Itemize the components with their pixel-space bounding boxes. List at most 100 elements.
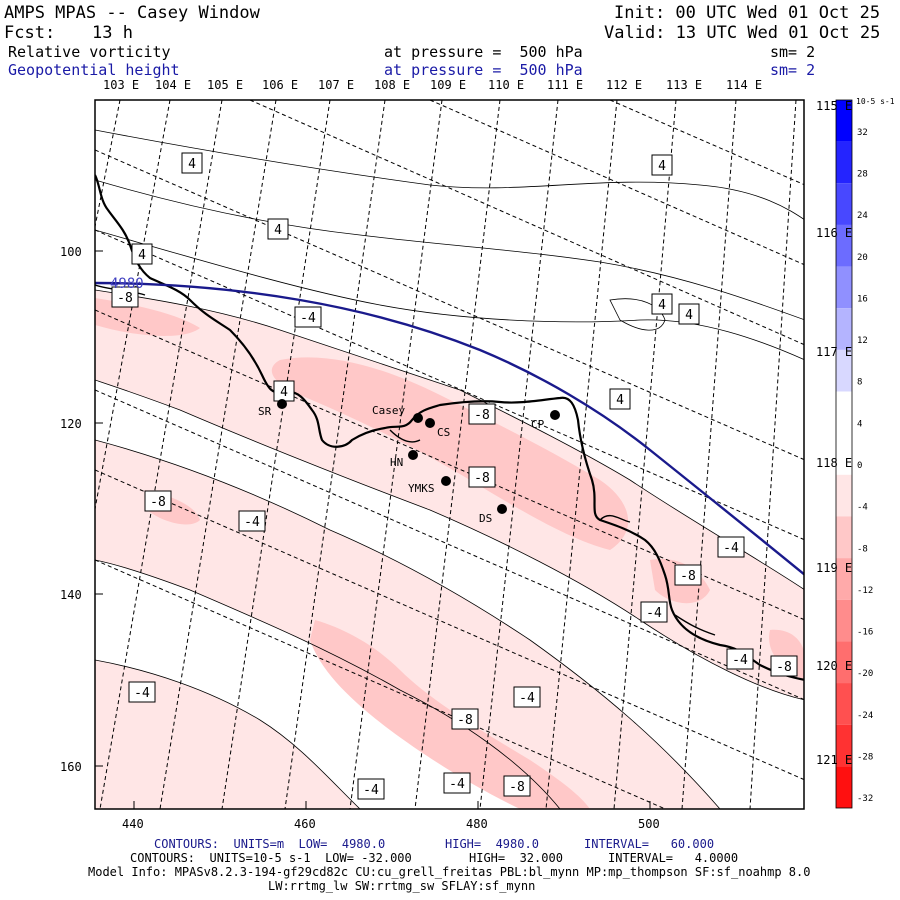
station-label: DS (479, 512, 492, 525)
contour-label-box (181, 152, 203, 174)
colorbar-label: -28 (857, 753, 873, 763)
lon-label: 108 E (374, 78, 410, 92)
station-dot-cp (550, 410, 560, 420)
colorbar-label: -8 (857, 544, 868, 554)
contour-label: 4 (188, 157, 196, 172)
contour-label: -8 (509, 780, 525, 795)
contour-label-box (451, 708, 479, 730)
station-dot-cs (425, 418, 435, 428)
contour-label-box (144, 490, 172, 512)
contour-label-box (503, 775, 531, 797)
colorbar: 32 28 24 20 16 12 8 4 0 -4 -8 -12 -16 -20 -24 -28 -32 (835, 99, 873, 809)
lon-label: 103 E (103, 78, 139, 92)
contour-label: -4 (300, 311, 316, 326)
lon-label: 114 E (726, 78, 762, 92)
contour-label: 4 (658, 159, 666, 174)
colorbar-swatch (836, 224, 852, 267)
colorbar-swatch (836, 183, 852, 225)
lon-label: 120 E (816, 659, 852, 673)
station-label: CS (437, 426, 450, 439)
colorbar-label: 4 (857, 419, 862, 429)
colorbar-label: -32 (857, 794, 873, 804)
lon-label: 116 E (816, 226, 852, 240)
colorbar-swatch (836, 100, 852, 142)
colorbar-swatch (836, 724, 852, 767)
forecast-label: Fcst: (4, 23, 56, 43)
contour-label: -4 (519, 691, 535, 706)
station-dot-ds (497, 504, 507, 514)
footer-height-contours: CONTOURS: UNITS=m LOW= 4980.0 (154, 837, 386, 851)
coastline (95, 174, 804, 681)
colorbar-swatch (836, 349, 852, 392)
contour-label: -8 (150, 495, 166, 510)
contour-label: -8 (117, 291, 133, 306)
field2-level: at pressure = 500 hPa (384, 61, 583, 79)
footer-vort-high: HIGH= 32.000 (469, 851, 563, 865)
lon-label: 117 E (816, 345, 852, 359)
lon-label: 109 E (430, 78, 466, 92)
contour-label-box (468, 403, 496, 425)
footer-model-info-2: LW:rrtmg_lw SW:rrtmg_sw SFLAY:sf_mynn (268, 879, 536, 893)
contour-label: -8 (457, 713, 473, 728)
contour-label-box (238, 510, 266, 532)
contour-label-box (357, 778, 385, 800)
colorbar-frame (835, 99, 853, 809)
x-tick-label: 480 (466, 817, 488, 831)
lon-label: 121 E (816, 753, 852, 767)
contour-label: 4 (280, 385, 288, 400)
contour-label: -4 (244, 515, 260, 530)
field2-name: Geopotential height (8, 61, 180, 79)
x-tick-label: 440 (122, 817, 144, 831)
colorbar-label: 28 (857, 169, 868, 179)
contour-label: 4 (616, 393, 624, 408)
plot-frame (94, 99, 805, 810)
contour-label-box (128, 681, 156, 703)
colorbar-swatch (836, 266, 852, 309)
lon-label: 112 E (606, 78, 642, 92)
y-tick-label: 100 (60, 245, 82, 259)
contour-label: -8 (680, 569, 696, 584)
lon-label: 105 E (207, 78, 243, 92)
contour-label: -8 (776, 660, 792, 675)
contour-label-box (443, 772, 471, 794)
y-tick-label: 140 (60, 588, 82, 602)
contour-label-box (267, 218, 289, 240)
colorbar-label: -24 (857, 711, 873, 721)
contour-label: -8 (474, 471, 490, 486)
x-tick-label: 500 (638, 817, 660, 831)
station-dot-sr (277, 399, 287, 409)
contour-label-box (513, 686, 541, 708)
station-label: YMKS (408, 482, 435, 495)
contour-label-box (651, 154, 673, 176)
colorbar-label: -20 (857, 669, 873, 679)
colorbar-swatch (836, 558, 852, 600)
contour-label-box (726, 648, 754, 670)
colorbar-label: 8 (857, 378, 862, 388)
longitude-labels-top: 103 E 104 E 105 E 106 E 107 E 108 E 109 … (103, 78, 762, 92)
footer-height-interval: INTERVAL= 60.000 (584, 837, 715, 851)
contour-label: -4 (134, 686, 150, 701)
colorbar-label: 12 (857, 336, 868, 346)
x-tick-label: 460 (294, 817, 316, 831)
colorbar-label: 16 (857, 294, 868, 304)
contour-label-box (131, 243, 153, 265)
lon-label: 119 E (816, 561, 852, 575)
longitude-labels-right: 115 E 116 E 117 E 118 E 119 E 120 E 121 … (816, 99, 852, 767)
forecast-value: 13 h (92, 23, 133, 43)
footer-height-high: HIGH= 4980.0 (445, 837, 539, 851)
colorbar-label: -16 (857, 628, 873, 638)
contour-label: -8 (474, 408, 490, 423)
colorbar-label: -12 (857, 586, 873, 596)
axis-ticks (95, 250, 651, 809)
station-label: SR (258, 405, 272, 418)
colorbar-unit: 10-5 s-1 (856, 97, 895, 106)
contour-label: -4 (363, 783, 379, 798)
colorbar-swatch (836, 391, 852, 434)
contour-label-box (609, 388, 631, 410)
colorbar-label: 20 (857, 253, 868, 263)
contour-label: 4 (658, 298, 666, 313)
lon-label: 104 E (155, 78, 191, 92)
colorbar-label: -4 (857, 503, 868, 513)
contour-label: 4 (685, 308, 693, 323)
station-markers: SR Casey CS CP HN YMKS DS (258, 399, 560, 525)
